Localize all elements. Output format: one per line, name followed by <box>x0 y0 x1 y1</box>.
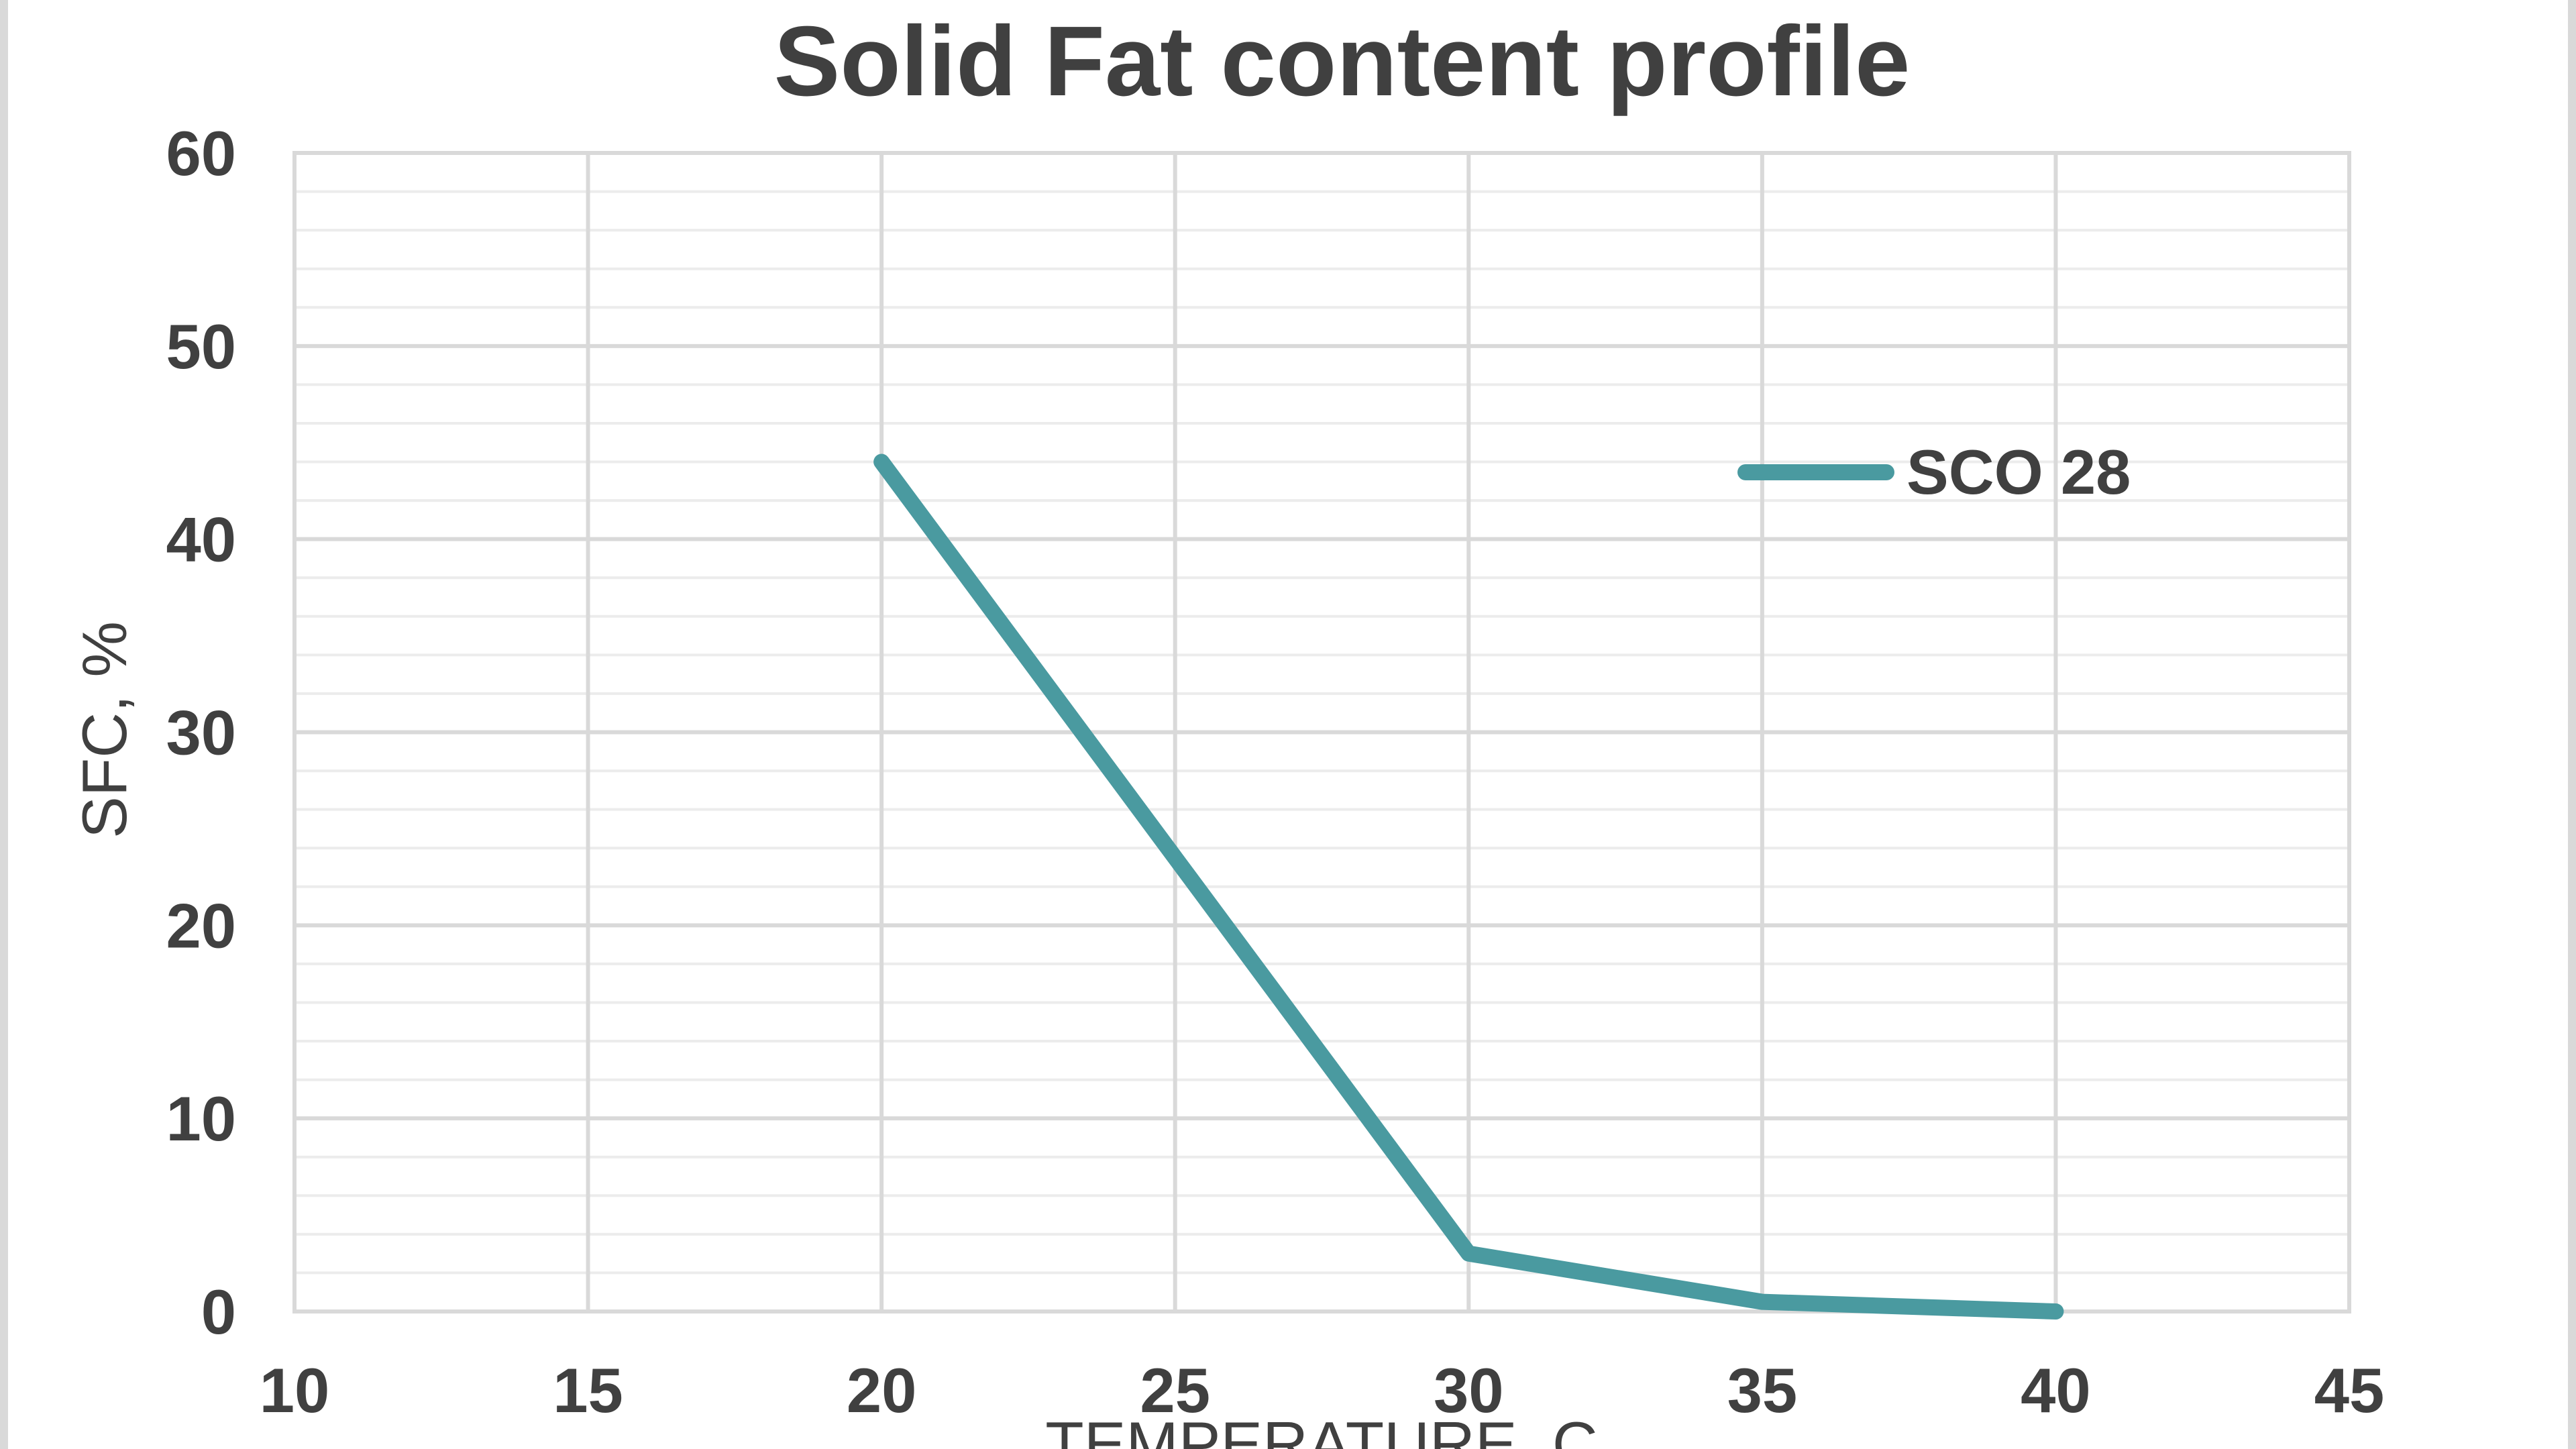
plot-area-frame <box>292 151 2351 1313</box>
x-axis-ticks: 10 15 20 25 30 35 40 45 <box>260 1355 2385 1426</box>
x-tick-label: 15 <box>553 1355 623 1426</box>
y-tick-label: 60 <box>166 118 236 189</box>
x-tick-label: 25 <box>1140 1355 1210 1426</box>
chart-title: Solid Fat content profile <box>774 6 1911 117</box>
x-tick-label: 35 <box>1727 1355 1798 1426</box>
x-tick-label: 40 <box>2021 1355 2091 1426</box>
y-tick-label: 50 <box>166 311 236 382</box>
legend-label-sco-28: SCO 28 <box>1907 437 2131 507</box>
major-grid <box>292 151 2351 1313</box>
minor-grid <box>294 190 2349 1275</box>
y-tick-label: 10 <box>166 1083 236 1154</box>
series-layer <box>873 453 2064 1320</box>
y-tick-label: 0 <box>201 1277 236 1347</box>
x-tick-label: 20 <box>847 1355 917 1426</box>
x-tick-label: 45 <box>2314 1355 2385 1426</box>
x-tick-label: 10 <box>260 1355 330 1426</box>
y-tick-label: 40 <box>166 504 236 575</box>
x-axis-title: TEMPERATURE, C <box>1045 1409 1597 1449</box>
y-axis-ticks: 0 10 20 30 40 50 60 <box>166 118 236 1347</box>
y-axis-title: SFC, % <box>69 621 140 839</box>
chart-canvas: 10 15 20 25 30 35 40 45 0 10 20 30 40 50 60 Solid Fat… <box>69 6 2385 1449</box>
y-tick-label: 20 <box>166 890 236 961</box>
legend: SCO 28 <box>1737 437 2131 507</box>
y-tick-label: 30 <box>166 698 236 768</box>
x-tick-label: 30 <box>1434 1355 1504 1426</box>
